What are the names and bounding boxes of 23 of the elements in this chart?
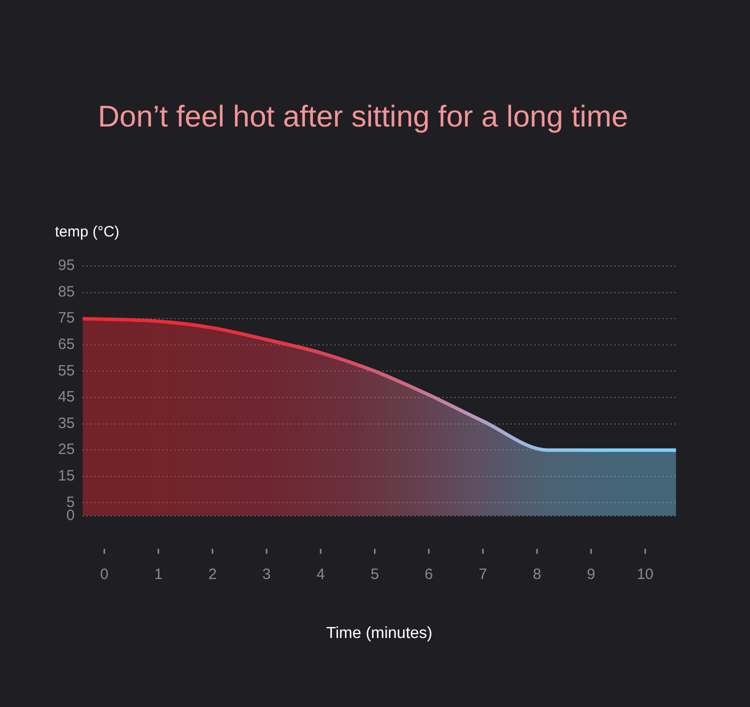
y-tick-label: 95 [58,257,75,274]
y-axis-title: temp (°C) [55,224,120,241]
x-tick-label: 1 [154,566,163,583]
x-axis-title: Time (minutes) [326,624,432,642]
x-tick-label: 0 [100,566,108,583]
x-tick-label: 7 [478,566,488,583]
x-tick-label: 5 [370,566,379,583]
y-tick-label: 55 [58,362,75,380]
chart-title: Don’t feel hot after sitting for a long time [98,100,628,134]
y-tick-label: 45 [58,388,75,406]
x-tick-label: 10 [636,566,654,583]
y-tick-label: 85 [58,283,75,300]
y-tick-label: 75 [58,310,75,327]
y-tick-label: 65 [58,336,75,354]
y-tick-label: 35 [58,414,75,432]
x-tick-label: 2 [208,566,217,583]
x-tick-label: 9 [586,566,596,583]
x-tick-label: 4 [316,566,325,583]
x-tick-label: 3 [262,566,271,583]
y-tick-label: 15 [58,468,75,484]
y-tick-label: 25 [58,441,75,458]
x-tick-label: 8 [532,566,542,583]
x-tick-label: 6 [424,566,433,583]
